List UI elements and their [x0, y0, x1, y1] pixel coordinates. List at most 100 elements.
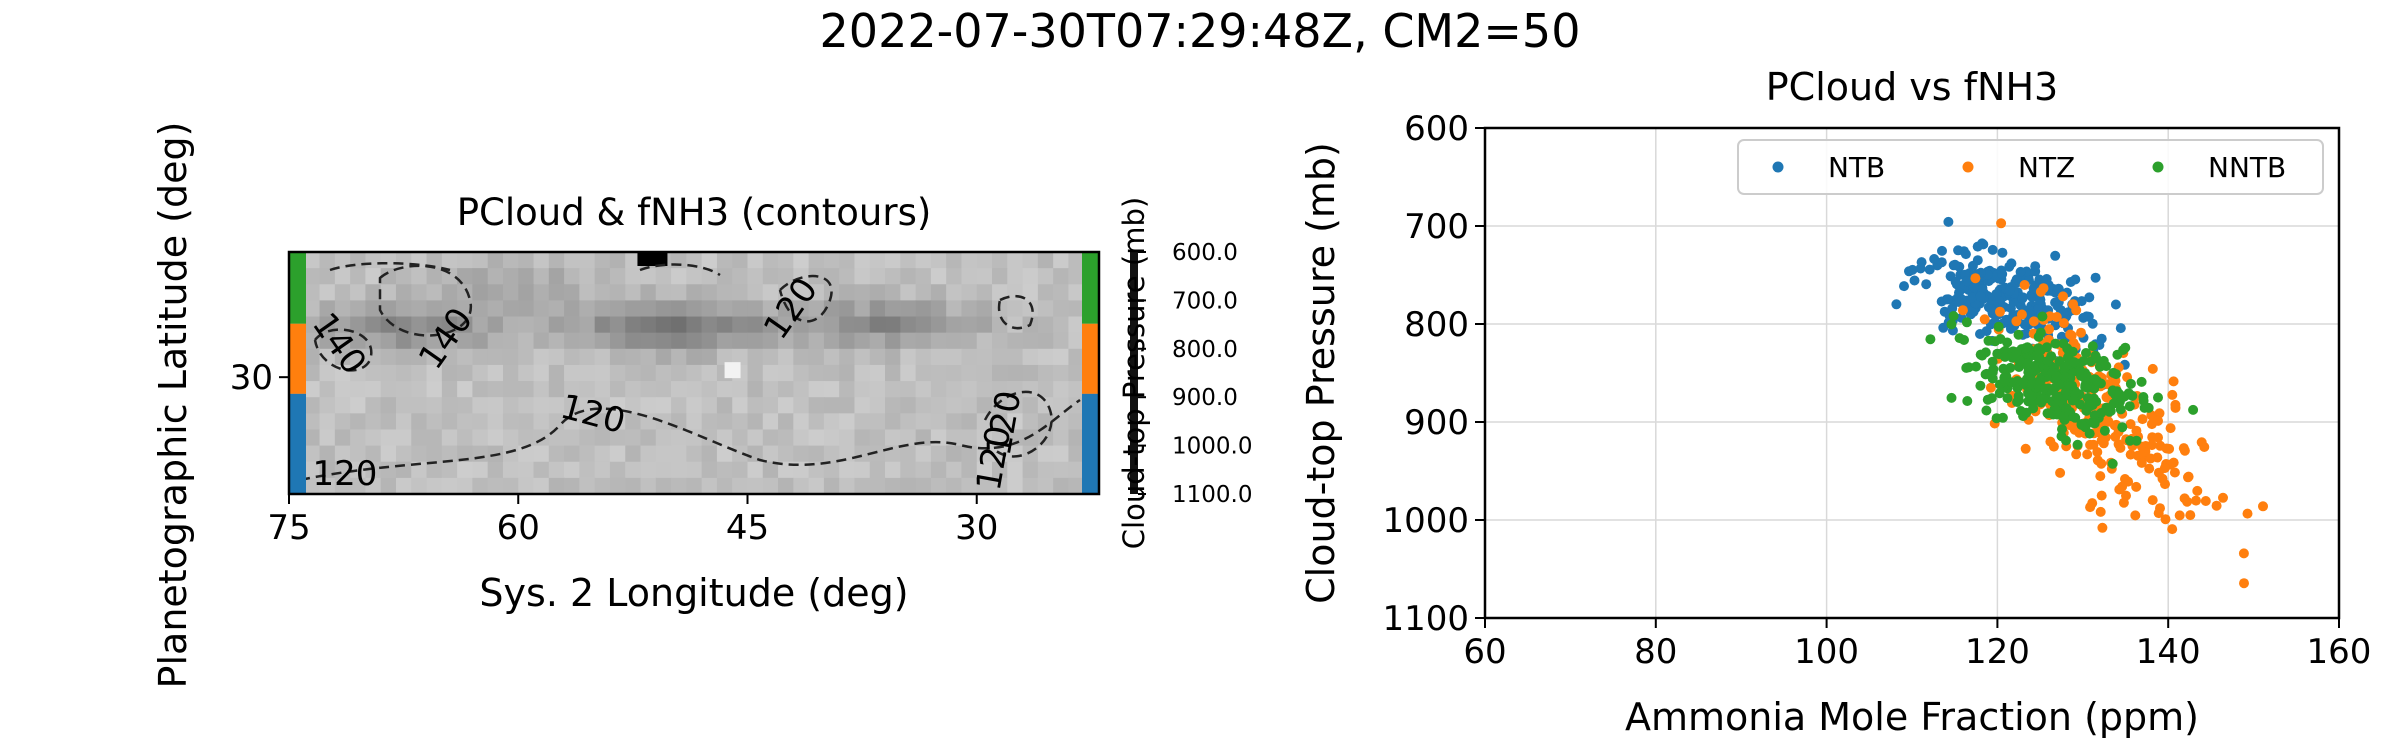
map-cell [716, 252, 733, 269]
scatter-points [1891, 216, 2268, 589]
map-cell [579, 461, 596, 479]
scatter-point [2188, 404, 2199, 415]
map-cell [533, 316, 550, 334]
map-cell [380, 397, 397, 414]
scatter-point [2043, 356, 2053, 367]
map-cell [411, 429, 428, 447]
map-cell [625, 397, 642, 414]
map-cell [961, 429, 978, 447]
scatter-point [1961, 317, 1972, 328]
map-cell [808, 445, 825, 463]
map-cell [350, 316, 367, 334]
scatter-point [2072, 439, 2083, 450]
map-cell [808, 413, 825, 431]
map-cell [839, 252, 856, 269]
map-cell [411, 364, 428, 382]
map-cell [548, 364, 565, 382]
map-cell [609, 252, 626, 269]
map-cell [1022, 445, 1039, 463]
map-cell [793, 381, 810, 398]
map-cell [808, 332, 825, 350]
map-cell [426, 381, 443, 398]
map-cell [686, 268, 703, 285]
map-cell [350, 268, 367, 285]
map-cell [655, 461, 672, 479]
map-cell [793, 252, 810, 269]
map-cell [762, 381, 779, 398]
scatter-point [1970, 273, 1981, 284]
map-cell [579, 348, 596, 366]
map-cell [839, 413, 856, 431]
map-cell [502, 413, 519, 431]
scatter-point [1936, 257, 1947, 268]
map-cell [457, 461, 473, 479]
map-cell [380, 268, 397, 285]
map-cell [625, 268, 642, 285]
map-cell [854, 429, 871, 447]
scatter-point [2006, 258, 2017, 269]
map-cell [380, 284, 397, 301]
map-cell [808, 397, 825, 414]
scatter-point [2114, 484, 2125, 495]
map-cell [625, 445, 642, 463]
map-cell [992, 348, 1008, 366]
map-cell [411, 381, 428, 398]
map-cell [380, 348, 397, 366]
map-cell [457, 348, 473, 366]
map-cell [854, 316, 871, 334]
scatter-point [2092, 376, 2103, 387]
map-cell [594, 429, 611, 447]
scatter-point [2081, 348, 2091, 358]
map-cell [732, 348, 749, 366]
map-cell [457, 429, 473, 447]
scatter-point [1996, 218, 2007, 229]
map-cell [594, 413, 611, 431]
map-cell [350, 477, 367, 495]
map-cell [640, 300, 657, 318]
colorbar-tick-label: 1000.0 [1172, 434, 1252, 460]
scatter-point [1987, 356, 1998, 367]
map-cell [747, 284, 764, 301]
map-cell [778, 332, 794, 350]
scatter-point [1961, 276, 1972, 287]
scatter-point [1981, 405, 1992, 416]
scatter-point [1995, 306, 2005, 317]
map-cell [640, 445, 657, 463]
scatter-point [2138, 446, 2149, 457]
map-cell [502, 268, 519, 285]
map-cell [487, 300, 504, 318]
map-cell [502, 252, 519, 269]
map-cell [1022, 461, 1039, 479]
map-cell [518, 381, 535, 398]
scatter-point [2004, 285, 2015, 296]
map-cell [976, 300, 993, 318]
map-cell [319, 413, 336, 431]
scatter-point [1939, 306, 1950, 317]
scatter-point [2034, 274, 2045, 285]
map-cell [1007, 461, 1024, 479]
map-cell [350, 300, 367, 318]
map-cell [747, 252, 764, 269]
scatter-point [2058, 291, 2068, 302]
map-cell [426, 429, 443, 447]
map-cell [869, 445, 886, 463]
map-cell [778, 316, 794, 334]
scatter-point [2159, 463, 2170, 474]
scatter-point [2052, 301, 2063, 311]
scatter-point [2146, 440, 2157, 451]
map-cell [472, 252, 489, 269]
map-cell [747, 316, 764, 334]
map-cell [778, 413, 794, 431]
map-cell [334, 348, 351, 366]
scatter-point [2170, 402, 2181, 413]
legend-label-ntz: NTZ [2018, 151, 2075, 184]
legend-marker-nntb [2152, 161, 2164, 173]
map-cell [823, 429, 840, 447]
map-cell [1053, 381, 1070, 398]
map-cell [701, 445, 718, 463]
map-cell [487, 461, 504, 479]
map-cell [533, 348, 550, 366]
scatter-point [2090, 350, 2101, 361]
map-cell [411, 284, 428, 301]
